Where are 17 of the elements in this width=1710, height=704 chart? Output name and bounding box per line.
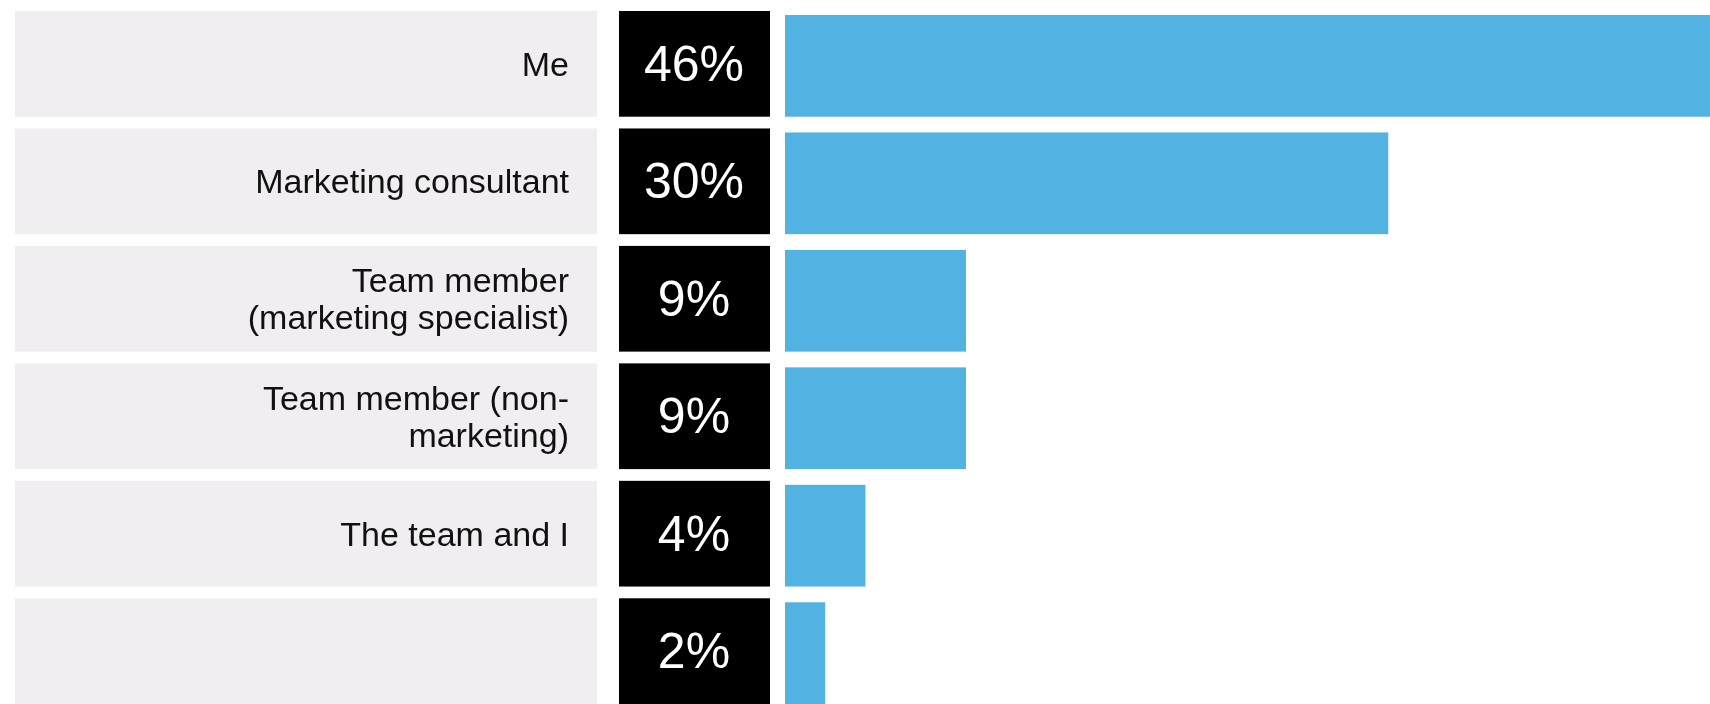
y-tick-label: Team member (marketing specialist) — [247, 261, 569, 337]
bar — [785, 602, 826, 704]
data-label: 30% — [643, 153, 745, 210]
bar — [785, 15, 1710, 117]
bar — [785, 367, 966, 470]
data-label: 2% — [657, 623, 731, 680]
y-tick-label: Marketing consultant — [255, 162, 570, 201]
bar — [785, 484, 866, 587]
bar — [785, 249, 966, 352]
data-label: 4% — [657, 505, 731, 562]
data-label: 9% — [657, 270, 731, 327]
y-tick-label: The team and I — [340, 514, 569, 553]
data-label: 46% — [643, 35, 745, 92]
bar — [785, 132, 1389, 235]
y-tick-label: Team member (non-marketing) — [262, 378, 569, 454]
y-tick-label: Me — [521, 44, 569, 83]
data-label: 9% — [657, 388, 731, 445]
